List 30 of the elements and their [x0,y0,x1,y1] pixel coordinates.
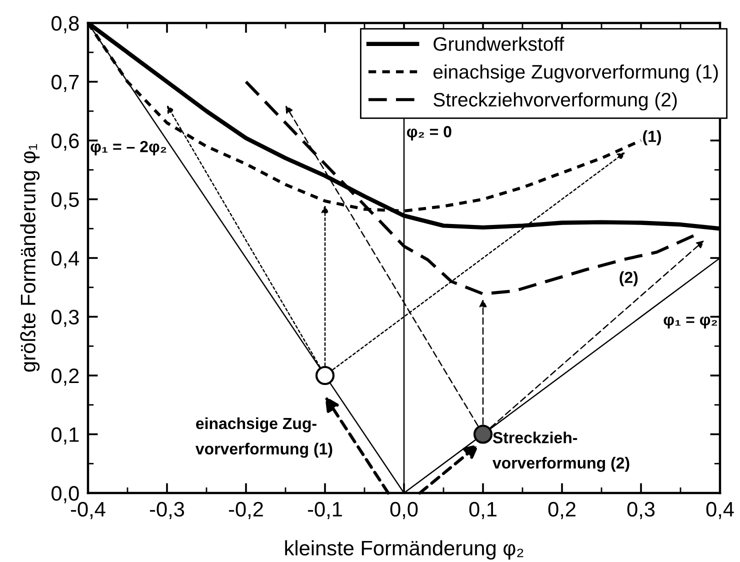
x-tick-label: -0,1 [308,502,342,520]
annotation: (2) [620,271,638,286]
annotation: einachsige Zug- vorverformung (1) [196,417,332,458]
y-tick-label: 0,5 [52,192,79,210]
x-tick-label: -0,3 [150,502,184,520]
y-axis-title: größte Formänderung φ₁ [20,144,40,372]
y-tick-label: 0,7 [52,74,79,92]
x-tick-label: 0,2 [548,502,576,520]
y-tick-label: 0,6 [52,134,79,151]
legend-label: Grundwerkstoff [434,36,564,51]
y-tick-label: 0,8 [52,16,79,34]
x-tick-label: -0,2 [228,502,263,520]
y-tick-label: 0,1 [52,427,79,444]
annotation: φ₁ = φ₂ [664,316,718,328]
y-tick-label: 0,3 [52,310,79,327]
x-tick-label: 0,4 [706,502,734,520]
x-tick-label: 0,1 [469,502,496,520]
legend-label: einachsige Zugvorverformung (1) [433,64,718,83]
ref-line-label: φ₂ = 0 [406,126,452,140]
annotation: (1) [643,130,661,146]
annotation: φ₁ = – 2φ₂ [90,140,166,156]
y-tick-label: 0,0 [52,486,79,504]
x-tick-label: 0,0 [390,502,418,520]
y-tick-label: 0,2 [52,368,79,386]
x-tick-label: 0,3 [627,502,655,520]
y-tick-label: 0,4 [52,251,80,268]
x-tick-label: -0,4 [70,502,106,520]
annotation: Streckzieh- vorverformung (2) [492,432,630,472]
legend-label: Streckziehvorverformung (2) [434,92,677,110]
x-axis-title: kleinste Formänderung φ₂ [285,540,524,560]
